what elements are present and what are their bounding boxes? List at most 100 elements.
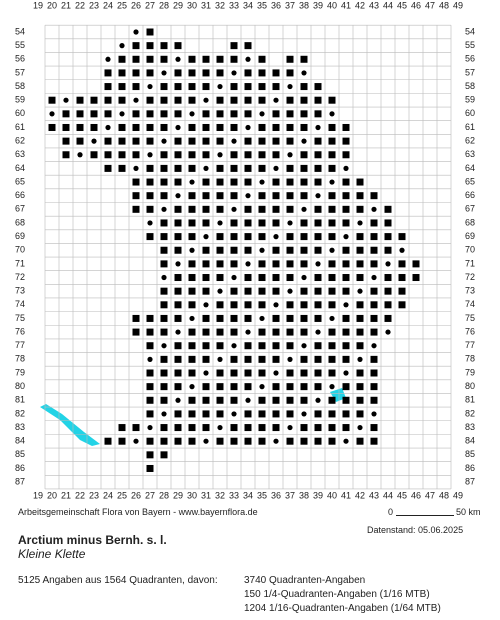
record-square xyxy=(160,383,168,391)
record-square xyxy=(356,342,364,350)
record-square xyxy=(258,355,266,363)
record-square xyxy=(216,369,224,377)
record-dot xyxy=(371,411,377,417)
record-square xyxy=(342,219,350,227)
record-dot xyxy=(147,220,153,226)
record-square xyxy=(146,410,154,418)
record-square xyxy=(216,205,224,213)
record-square xyxy=(216,260,224,268)
record-square xyxy=(328,151,336,159)
record-square xyxy=(286,246,294,254)
record-square xyxy=(174,233,182,241)
record-dot xyxy=(301,411,307,417)
record-square xyxy=(342,314,350,322)
record-square xyxy=(202,137,210,145)
row-label: 59 xyxy=(465,95,475,105)
record-square xyxy=(370,219,378,227)
record-square xyxy=(202,55,210,63)
record-dot xyxy=(231,274,237,281)
record-square xyxy=(230,219,238,227)
record-square xyxy=(216,437,224,445)
record-square xyxy=(398,301,406,309)
record-square xyxy=(188,301,196,309)
record-square xyxy=(286,328,294,336)
record-square xyxy=(76,110,84,118)
row-label: 84 xyxy=(465,436,475,446)
record-square xyxy=(202,342,210,350)
row-label: 54 xyxy=(465,26,475,36)
record-square xyxy=(300,396,308,404)
record-square xyxy=(342,383,350,391)
record-square xyxy=(314,314,322,322)
record-square xyxy=(286,437,294,445)
record-square xyxy=(244,369,252,377)
record-square xyxy=(132,424,140,432)
row-label: 78 xyxy=(15,354,25,364)
row-label: 56 xyxy=(15,54,25,64)
row-label: 69 xyxy=(465,231,475,241)
record-square xyxy=(244,246,252,254)
record-square xyxy=(342,410,350,418)
record-square xyxy=(314,205,322,213)
record-square xyxy=(160,192,168,200)
row-label: 67 xyxy=(15,204,25,214)
record-dot xyxy=(273,97,279,103)
record-square xyxy=(216,301,224,309)
record-square xyxy=(384,314,392,322)
record-square xyxy=(188,205,196,213)
record-square xyxy=(342,123,350,131)
record-square xyxy=(286,205,294,213)
record-square xyxy=(146,328,154,336)
record-square xyxy=(314,287,322,295)
record-square xyxy=(174,314,182,322)
record-dot xyxy=(175,329,181,335)
record-square xyxy=(146,205,154,213)
column-label: 33 xyxy=(229,0,239,10)
column-label: 21 xyxy=(61,0,71,10)
column-label: 37 xyxy=(285,0,295,10)
record-square xyxy=(356,396,364,404)
record-square xyxy=(76,137,84,145)
record-square xyxy=(328,192,336,200)
record-square xyxy=(258,192,266,200)
record-square xyxy=(412,274,420,282)
column-label: 49 xyxy=(453,490,463,500)
record-square xyxy=(258,274,266,282)
row-label: 64 xyxy=(15,163,25,173)
row-label: 69 xyxy=(15,231,25,241)
row-label: 61 xyxy=(15,122,25,132)
column-label: 33 xyxy=(229,490,239,500)
lake xyxy=(40,404,100,446)
record-square xyxy=(300,369,308,377)
record-dot xyxy=(301,138,307,144)
record-square xyxy=(62,123,70,131)
record-dot xyxy=(161,206,167,212)
record-square xyxy=(342,396,350,404)
record-square xyxy=(244,314,252,322)
record-square xyxy=(300,301,308,309)
record-square xyxy=(202,192,210,200)
record-square xyxy=(146,451,154,459)
record-square xyxy=(314,96,322,104)
record-square xyxy=(272,274,280,282)
record-square xyxy=(328,123,336,131)
record-square xyxy=(300,260,308,268)
column-label: 49 xyxy=(453,0,463,10)
record-square xyxy=(90,110,98,118)
record-square xyxy=(132,83,140,91)
record-dot xyxy=(189,179,195,185)
record-square xyxy=(300,55,308,63)
row-label: 59 xyxy=(15,95,25,105)
record-square xyxy=(314,246,322,254)
record-dot xyxy=(371,206,377,212)
column-label: 34 xyxy=(243,0,253,10)
record-square xyxy=(272,83,280,91)
record-square xyxy=(342,205,350,213)
column-label: 47 xyxy=(425,0,435,10)
record-square xyxy=(202,314,210,322)
record-square xyxy=(370,369,378,377)
record-dot xyxy=(315,193,321,199)
record-dot xyxy=(119,111,125,117)
record-square xyxy=(342,192,350,200)
